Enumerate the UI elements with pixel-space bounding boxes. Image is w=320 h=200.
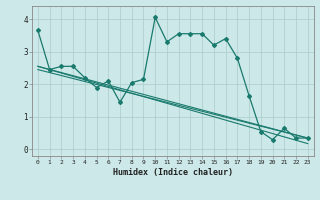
X-axis label: Humidex (Indice chaleur): Humidex (Indice chaleur) [113, 168, 233, 177]
